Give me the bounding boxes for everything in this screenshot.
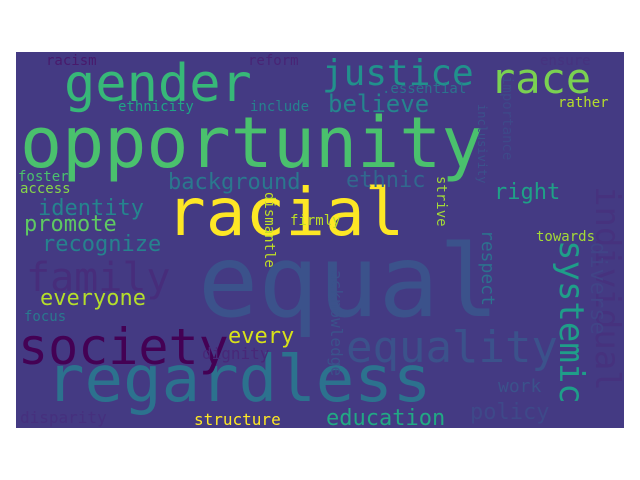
word-regardless: regardless [46, 343, 432, 417]
word-ensure: ensure [540, 53, 591, 69]
word-everyone: everyone [40, 286, 146, 311]
word-towards: towards [536, 229, 596, 245]
word-race: race [490, 54, 592, 103]
word-dignity: dignity [202, 344, 270, 363]
word-ethnic: ethnic [346, 168, 426, 193]
word-policy: policy [470, 400, 550, 425]
word-cloud: opportunity racial equal regardless gend… [16, 52, 624, 428]
word-rather: rather [558, 95, 609, 111]
word-promote: promote [24, 212, 117, 237]
word-diverse: diverse [585, 242, 610, 335]
word-work: work [498, 376, 542, 397]
word-equality: equality [346, 322, 558, 373]
word-respect: respect [477, 230, 498, 306]
word-justice: justice [322, 53, 474, 94]
word-reform: reform [248, 53, 299, 69]
word-identity: identity [38, 196, 144, 221]
word-opportunity: opportunity [20, 102, 484, 184]
word-importance: importance [499, 76, 515, 161]
word-family: family [26, 255, 171, 301]
word-focus: focus [24, 309, 67, 325]
word-background: background [168, 170, 301, 195]
word-education: education [326, 406, 446, 429]
word-firmly: firmly [290, 213, 341, 229]
word-recognize: recognize [42, 232, 162, 257]
word-society: society [18, 318, 229, 376]
word-equal: equal [198, 223, 500, 340]
word-strive: strive [433, 176, 449, 227]
word-systemic: systemic [551, 240, 591, 404]
word-acknowledge: acknowledge [327, 270, 346, 376]
word-racial: racial [166, 174, 405, 251]
word-believe: believe [328, 90, 430, 118]
word-ethnicity: ethnicity [118, 99, 194, 115]
word-access: access [20, 181, 71, 197]
word-foster: foster [18, 169, 69, 185]
word-right: right [494, 180, 561, 205]
word-structure: structure [194, 410, 281, 428]
word-disparity: disparity [20, 408, 107, 427]
word-dismantle: dismantle [261, 192, 277, 268]
word-include: include [250, 99, 310, 115]
word-essential: .essential [382, 81, 467, 97]
word-every: every [228, 324, 295, 349]
word-gender: gender [64, 54, 252, 114]
word-racism: racism [46, 53, 97, 69]
word-inclusivity: inclusivity [475, 104, 489, 184]
